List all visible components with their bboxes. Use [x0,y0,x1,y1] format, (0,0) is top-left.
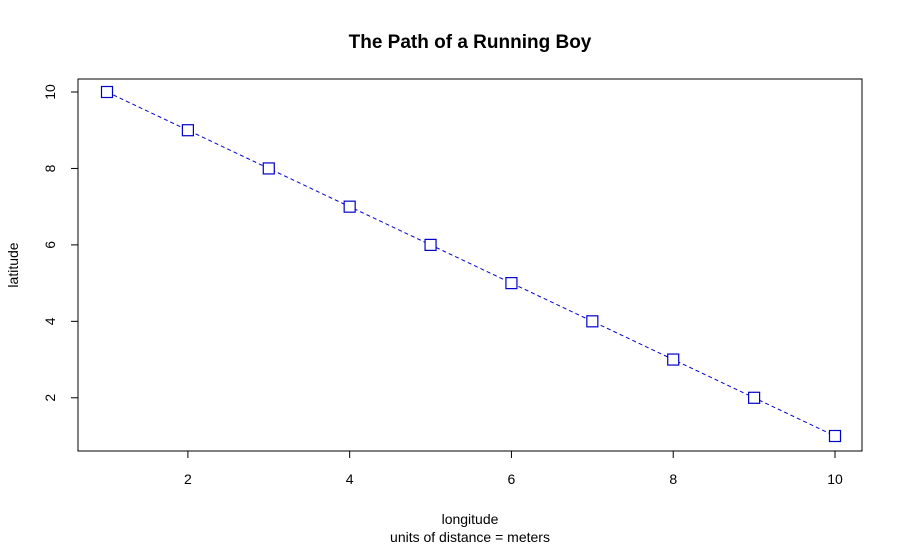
x-axis-label: longitude [442,511,499,527]
data-point [828,429,842,443]
series-line [106,91,836,437]
y-tick-label: 4 [42,317,58,325]
y-tick-label: 2 [42,394,58,402]
y-tick-label: 10 [42,84,58,100]
data-point [181,124,194,137]
y-tick-label: 6 [42,241,58,249]
data-point [343,200,356,213]
data-point [424,238,437,251]
y-axis-label: latitude [5,242,21,287]
y-tick-label: 8 [42,164,58,172]
x-axis: 2 4 6 8 10 [184,450,843,487]
data-point [262,162,275,175]
data-point [667,353,680,366]
x-tick-label: 2 [184,471,192,487]
plot-frame [77,78,863,452]
data-point [748,391,761,404]
series [100,85,842,443]
data-point [505,277,518,290]
x-tick-label: 4 [346,471,354,487]
y-axis: 2 4 6 8 10 [42,84,79,402]
x-tick-label: 8 [669,471,677,487]
x-axis-sublabel: units of distance = meters [390,529,550,545]
x-tick-label: 10 [827,471,843,487]
data-point [586,315,599,328]
x-tick-label: 6 [508,471,516,487]
data-point [100,85,114,99]
chart-title: The Path of a Running Boy [349,32,592,53]
